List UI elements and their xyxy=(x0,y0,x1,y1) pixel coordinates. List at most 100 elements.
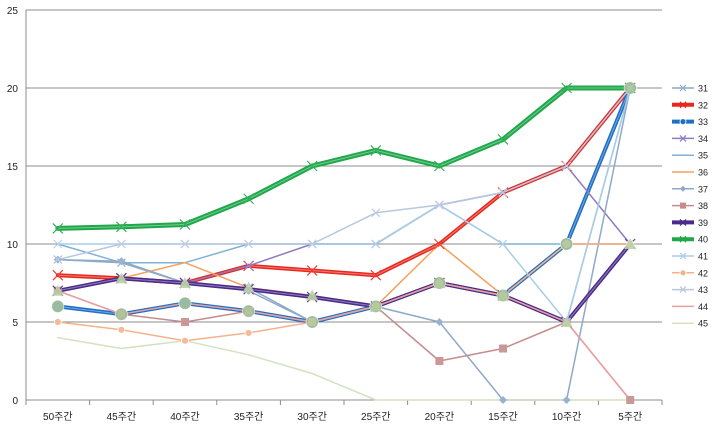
series-line-45 xyxy=(57,336,631,401)
legend-label-41: 41 xyxy=(698,252,708,262)
x-marker xyxy=(498,188,508,197)
x-tick-label: 30주간 xyxy=(297,411,327,423)
x-marker xyxy=(498,239,508,249)
x-marker xyxy=(433,160,445,172)
x-marker xyxy=(433,238,445,250)
x-marker xyxy=(371,208,381,218)
x-marker xyxy=(679,101,687,109)
x-marker xyxy=(679,84,687,92)
x-marker xyxy=(53,255,63,265)
y-tick-label: 15 xyxy=(7,162,19,173)
x-marker xyxy=(370,269,382,281)
x-marker xyxy=(244,239,254,249)
overlay-circle-marker xyxy=(560,238,573,250)
series-line-43 xyxy=(57,87,631,261)
circle-marker xyxy=(53,318,62,326)
legend: 31 32 33 34 35 36 37 38 39 40 41 42 43 44 45 xyxy=(672,84,708,329)
x-marker xyxy=(52,222,64,234)
overlay-circle-marker xyxy=(306,316,319,328)
x-marker xyxy=(679,286,687,294)
square-marker xyxy=(680,202,686,209)
legend-label-42: 42 xyxy=(698,268,708,278)
x-marker xyxy=(306,265,318,276)
x-tick-label: 5주간 xyxy=(618,411,642,423)
x-marker xyxy=(562,161,572,171)
legend-label-38: 38 xyxy=(698,201,708,211)
diamond-marker xyxy=(435,318,444,326)
x-marker xyxy=(116,239,126,249)
legend-label-35: 35 xyxy=(698,151,708,161)
series-line-44 xyxy=(57,282,631,401)
overlay-circle-marker xyxy=(433,277,446,289)
legend-label-33: 33 xyxy=(698,117,708,127)
x-marker xyxy=(306,160,318,172)
legend-label-32: 32 xyxy=(698,100,708,110)
legend-label-34: 34 xyxy=(698,134,708,144)
x-tick-label: 10주간 xyxy=(552,411,582,423)
triangle-marker xyxy=(179,277,191,288)
circle-marker xyxy=(244,329,253,337)
y-tick-label: 0 xyxy=(12,396,18,407)
x-marker xyxy=(52,269,64,281)
x-marker xyxy=(679,235,687,243)
legend-label-40: 40 xyxy=(698,235,708,245)
diamond-marker xyxy=(680,185,686,192)
circle-marker xyxy=(181,336,189,345)
x-tick-label: 25주간 xyxy=(361,411,391,423)
diamond-marker xyxy=(117,257,126,266)
legend-label-43: 43 xyxy=(698,285,708,295)
legend-label-45: 45 xyxy=(698,319,708,329)
x-marker xyxy=(679,134,687,142)
x-marker xyxy=(179,219,191,230)
legend-label-31: 31 xyxy=(698,84,708,94)
series-markers xyxy=(51,81,637,404)
circle-marker xyxy=(679,118,687,125)
x-tick-label: 40주간 xyxy=(170,411,200,423)
x-tick-label: 20주간 xyxy=(425,411,455,423)
x-tick-label: 35주간 xyxy=(234,411,264,423)
overlay-circle-marker xyxy=(115,308,128,321)
tick-labels: 0 5 10 15 20 25 50주간 45주간 40주간 35주간 30주간 25주간 20주간 15… xyxy=(7,6,642,423)
y-tick-label: 5 xyxy=(12,318,18,329)
triangle-marker xyxy=(560,316,573,327)
overlay-circle-marker xyxy=(624,82,637,94)
diamond-marker xyxy=(499,396,507,404)
overlay-circle-marker xyxy=(51,300,64,313)
x-marker xyxy=(497,134,509,145)
triangle-marker xyxy=(51,284,64,296)
x-tick-label: 15주간 xyxy=(488,411,518,423)
y-tick-label: 10 xyxy=(7,240,19,251)
x-tick-label: 45주간 xyxy=(107,411,137,423)
overlay-circle-marker xyxy=(179,297,191,310)
circle-marker xyxy=(679,269,687,277)
triangle-marker xyxy=(306,289,319,301)
x-marker xyxy=(115,221,127,233)
legend-label-36: 36 xyxy=(698,168,708,178)
series-lines xyxy=(55,85,633,401)
overlay-circle-marker xyxy=(242,305,255,318)
overlay-circle-marker xyxy=(369,300,382,313)
x-marker xyxy=(307,239,317,249)
x-marker xyxy=(561,82,573,94)
triangle-marker xyxy=(115,272,128,284)
x-marker xyxy=(243,193,255,205)
triangle-marker xyxy=(624,238,637,249)
square-marker xyxy=(435,357,444,365)
x-marker xyxy=(434,200,444,210)
x-marker xyxy=(371,239,381,249)
x-marker xyxy=(180,239,190,249)
x-marker xyxy=(679,252,687,260)
x-marker xyxy=(370,144,382,156)
overlay-circle-marker xyxy=(497,289,509,302)
y-tick-label: 20 xyxy=(7,84,19,95)
series-highlight-40 xyxy=(57,87,631,229)
legend-label-39: 39 xyxy=(698,218,708,228)
x-marker xyxy=(244,261,254,271)
y-tick-label: 25 xyxy=(7,6,19,17)
square-marker xyxy=(499,344,507,353)
triangle-marker xyxy=(242,281,255,293)
x-marker xyxy=(53,239,63,249)
